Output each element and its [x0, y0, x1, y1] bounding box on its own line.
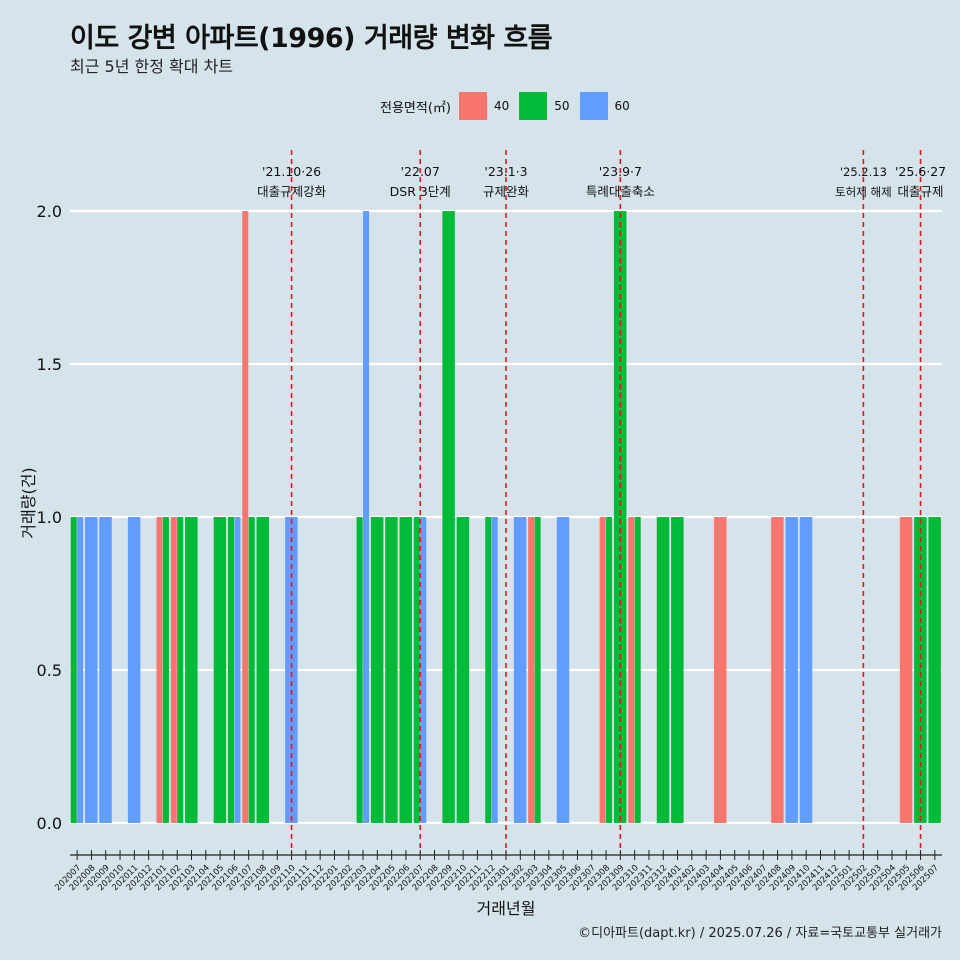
event-label: 대출규제 [898, 184, 944, 199]
event-label: '23.9·7 [599, 164, 642, 179]
bar-40-202102 [170, 517, 177, 823]
event-label: 특례대출축소 [586, 184, 655, 199]
event-label: 토허제 해제 [835, 185, 892, 199]
bar-60-202207 [420, 517, 427, 823]
y-tick-label: 0.0 [37, 814, 62, 833]
legend-swatch-60 [579, 92, 608, 120]
bar-40-202308 [599, 517, 606, 823]
bar-50-202203 [356, 517, 363, 823]
bar-60-202302 [513, 517, 527, 823]
y-tick-label: 1.0 [37, 508, 62, 527]
legend-title: 전용면적(㎡) [380, 100, 451, 116]
legend-item-60: 60 [579, 92, 630, 120]
bar-50-202102 [177, 517, 184, 823]
bar-60-202007 [77, 517, 84, 823]
legend-item-40: 40 [458, 92, 510, 120]
event-label: '25.6·27 [895, 164, 946, 179]
bar-50-202212 [485, 517, 492, 823]
bar-50-202108 [256, 517, 270, 823]
bar-50-202310 [634, 517, 641, 823]
legend-label-50: 50 [554, 99, 570, 113]
event-label: '21.10·26 [262, 164, 321, 179]
legend-item-50: 50 [519, 92, 570, 120]
bar-40-202408 [771, 517, 784, 823]
legend-label-40: 40 [493, 99, 510, 113]
bar-60-202409 [785, 517, 798, 823]
bar-50-202103 [185, 517, 198, 823]
bar-50-202507 [928, 517, 941, 823]
event-label: '23.1·3 [484, 164, 527, 179]
bar-40-202101 [156, 517, 163, 823]
legend-label-60: 60 [614, 99, 630, 113]
bar-50-202303 [534, 517, 541, 823]
bar-50-202204 [370, 517, 384, 823]
bar-60-202212 [491, 517, 498, 823]
legend: 전용면적(㎡) 40 50 60 [380, 92, 640, 120]
legend-swatch-50 [519, 92, 548, 120]
bar-50-202205 [385, 517, 398, 823]
event-label: '25.2.13 [840, 165, 887, 179]
event-label: DSR 3단계 [390, 184, 451, 199]
bar-50-202107 [248, 517, 255, 823]
legend-swatch-40 [458, 92, 487, 120]
bar-40-202505 [899, 517, 913, 823]
bar-50-202401 [671, 517, 684, 823]
bar-60-202110 [285, 517, 298, 823]
bar-40-202404 [713, 517, 727, 823]
bar-50-202308 [606, 517, 613, 823]
bar-60-202008 [85, 517, 98, 823]
bar-60-202106 [234, 517, 241, 823]
bar-60-202410 [799, 517, 813, 823]
bar-50-202209 [442, 211, 455, 823]
event-label: 대출규제강화 [257, 184, 327, 199]
bar-40-202303 [528, 517, 535, 823]
bar-60-202203 [363, 211, 370, 823]
bar-60-202305 [556, 517, 570, 823]
bar-50-202312 [656, 517, 670, 823]
bar-50-202210 [456, 517, 470, 823]
chart-subtitle: 최근 5년 한정 확대 차트 [70, 57, 234, 76]
bar-50-202207 [413, 517, 420, 823]
event-label: '22.07 [401, 164, 440, 179]
source-caption: ©디아파트(dapt.kr) / 2025.07.26 / 자료=국토교통부 실… [578, 926, 942, 941]
bar-60-202009 [99, 517, 112, 823]
bar-60-202011 [127, 517, 141, 823]
y-axis-title: 거래량(건) [19, 467, 38, 538]
bar-40-202107 [242, 211, 249, 823]
y-tick-label: 0.5 [37, 661, 62, 680]
x-axis-title: 거래년월 [477, 899, 536, 918]
bar-50-202105 [213, 517, 227, 823]
bar-40-202310 [628, 517, 635, 823]
chart-title: 이도 강변 아파트(1996) 거래량 변화 흐름 [70, 23, 553, 54]
y-tick-label: 1.5 [37, 355, 62, 374]
y-tick-label: 2.0 [37, 202, 62, 221]
bar-50-202007 [70, 517, 77, 823]
bar-50-202101 [162, 517, 169, 823]
bar-50-202506 [914, 517, 927, 823]
bar-50-202309 [613, 211, 627, 823]
bar-50-202106 [227, 517, 234, 823]
bar-50-202206 [399, 517, 412, 823]
event-label: 규제완화 [483, 184, 530, 199]
